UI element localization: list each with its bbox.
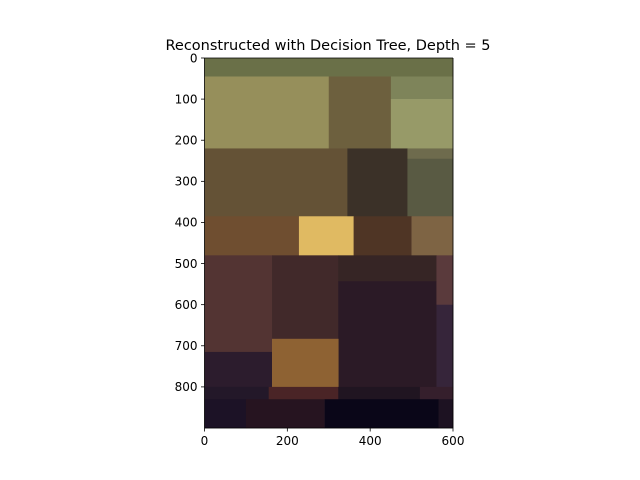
y-tick-label: 0 bbox=[190, 51, 198, 65]
chart-title: Reconstructed with Decision Tree, Depth … bbox=[165, 38, 490, 54]
heatmap-region-4 bbox=[390, 99, 454, 149]
heatmap-region-25 bbox=[204, 399, 247, 429]
y-tick-label: 100 bbox=[175, 92, 198, 106]
heatmap-region-13 bbox=[204, 255, 273, 353]
heatmap-region-20 bbox=[272, 338, 339, 388]
heatmap-region-1 bbox=[204, 76, 330, 149]
y-tick-label: 300 bbox=[175, 175, 198, 189]
x-tick-label: 600 bbox=[442, 434, 465, 448]
heatmap-region-24 bbox=[419, 386, 454, 400]
y-tick-label: 500 bbox=[175, 257, 198, 271]
heatmap-region-6 bbox=[347, 148, 408, 217]
heatmap-region-3 bbox=[390, 76, 454, 100]
y-axis: 0 100 200 300 400 500 600 700 800 bbox=[175, 51, 205, 394]
heatmap-region-26 bbox=[245, 399, 325, 429]
heatmap-region-14 bbox=[272, 255, 339, 340]
heatmap-region-2 bbox=[328, 76, 392, 149]
x-axis: 0 200 400 600 bbox=[201, 428, 465, 448]
plot-area bbox=[204, 57, 454, 429]
x-tick-label: 200 bbox=[276, 434, 299, 448]
x-tick-label: 400 bbox=[359, 434, 382, 448]
heatmap-region-5 bbox=[204, 148, 348, 217]
y-tick-label: 700 bbox=[175, 339, 198, 353]
heatmap-region-15 bbox=[338, 255, 437, 282]
heatmap-region-17 bbox=[436, 255, 454, 305]
x-tick-label: 0 bbox=[201, 434, 209, 448]
heatmap-region-23 bbox=[338, 386, 421, 400]
heatmap-region-18 bbox=[436, 304, 454, 388]
heatmap-region-10 bbox=[298, 216, 354, 256]
y-tick-label: 800 bbox=[175, 380, 198, 394]
heatmap-region-8 bbox=[407, 158, 454, 217]
heatmap-region-12 bbox=[411, 216, 454, 256]
heatmap-region-27 bbox=[324, 399, 439, 429]
y-tick-label: 600 bbox=[175, 298, 198, 312]
heatmap-region-22 bbox=[268, 386, 339, 400]
heatmap-region-21 bbox=[204, 386, 269, 400]
heatmap-region-19 bbox=[204, 351, 273, 388]
heatmap-region-11 bbox=[353, 216, 412, 256]
y-tick-label: 400 bbox=[175, 216, 198, 230]
heatmap-region-7 bbox=[407, 148, 454, 160]
heatmap-region-16 bbox=[338, 281, 437, 388]
heatmap-region-9 bbox=[204, 216, 300, 256]
heatmap-region-0 bbox=[204, 58, 454, 77]
heatmap-region-28 bbox=[438, 399, 454, 429]
y-tick-label: 200 bbox=[175, 134, 198, 148]
